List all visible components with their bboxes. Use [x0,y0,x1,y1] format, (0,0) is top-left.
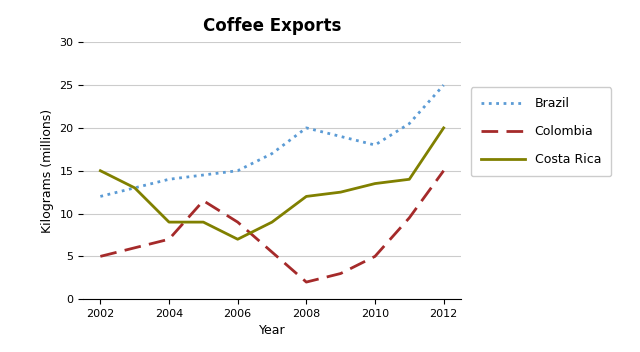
Costa Rica [303,194,310,199]
Colombia [268,250,276,254]
X-axis label: Year: Year [259,325,285,338]
Costa Rica [234,237,241,241]
Brazil [371,143,379,147]
Costa Rica [200,220,207,224]
Title: Coffee Exports: Coffee Exports [203,17,341,35]
Costa Rica [131,186,138,190]
Colombia [97,254,104,258]
Brazil [165,177,173,181]
Brazil [337,134,344,139]
Colombia [165,237,173,241]
Brazil [234,169,241,173]
Colombia [234,220,241,224]
Legend: Brazil, Colombia, Costa Rica: Brazil, Colombia, Costa Rica [471,87,611,176]
Brazil [131,186,138,190]
Brazil [406,121,413,126]
Y-axis label: Kilograms (millions): Kilograms (millions) [41,109,54,233]
Colombia [200,199,207,203]
Brazil [97,194,104,199]
Costa Rica [165,220,173,224]
Colombia [440,169,447,173]
Costa Rica [440,126,447,130]
Costa Rica [371,182,379,186]
Costa Rica [268,220,276,224]
Costa Rica [97,169,104,173]
Costa Rica [337,190,344,194]
Line: Colombia: Colombia [100,171,444,282]
Brazil [268,151,276,156]
Colombia [303,280,310,284]
Line: Costa Rica: Costa Rica [100,128,444,239]
Brazil [303,126,310,130]
Line: Brazil: Brazil [100,85,444,196]
Brazil [440,83,447,87]
Colombia [131,246,138,250]
Colombia [337,271,344,276]
Colombia [406,216,413,220]
Costa Rica [406,177,413,181]
Colombia [371,254,379,258]
Brazil [200,173,207,177]
